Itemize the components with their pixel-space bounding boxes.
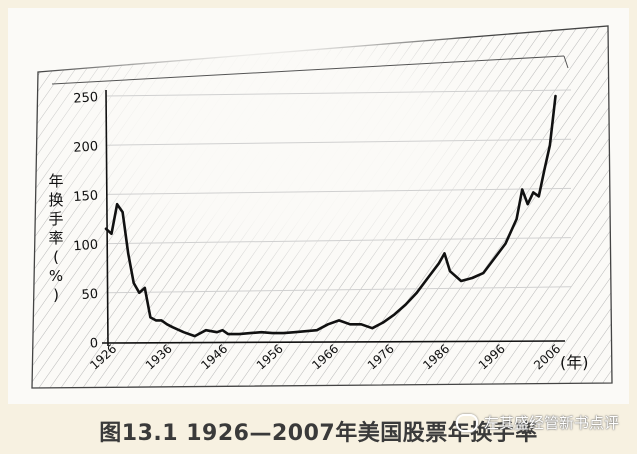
y-tick-labels: 0 50 100 150 200 250 bbox=[73, 90, 99, 352]
y-tick-250: 250 bbox=[73, 90, 99, 107]
chat-bubble-icon bbox=[455, 413, 478, 432]
x-axis-line bbox=[101, 340, 566, 344]
y-label-char-0: 年 bbox=[48, 172, 63, 190]
y-label-char-5: % bbox=[49, 267, 63, 285]
y-tick-0: 0 bbox=[89, 336, 98, 352]
watermark: 左其盛经管新书点评 bbox=[455, 412, 619, 433]
turnover-series-line bbox=[104, 94, 557, 338]
axes bbox=[101, 89, 566, 347]
y-axis-label: 年换手率(%) bbox=[48, 172, 63, 304]
y-label-char-1: 换 bbox=[48, 191, 63, 209]
y-label-char-4: ( bbox=[53, 248, 59, 266]
watermark-text: 左其盛经管新书点评 bbox=[483, 414, 619, 432]
frame-corner bbox=[563, 55, 569, 69]
y-tick-150: 150 bbox=[73, 188, 99, 205]
gridline-y-200 bbox=[105, 138, 572, 146]
y-axis-line bbox=[105, 89, 109, 347]
y-label-char-3: 率 bbox=[48, 229, 63, 247]
gridline-y-50 bbox=[105, 286, 572, 294]
figure-caption: 图13.1 1926—2007年美国股票年换手率 bbox=[99, 421, 538, 446]
gridlines bbox=[105, 89, 572, 294]
y-tick-100: 100 bbox=[73, 238, 99, 255]
frame-inner-top bbox=[51, 55, 565, 85]
gridline-y-250 bbox=[105, 89, 572, 97]
gridline-y-150 bbox=[105, 187, 572, 195]
y-tick-200: 200 bbox=[73, 139, 99, 156]
y-label-char-2: 手 bbox=[48, 210, 63, 228]
y-tick-50: 50 bbox=[81, 287, 99, 303]
y-label-char-6: ) bbox=[53, 286, 59, 304]
gridline-y-100 bbox=[105, 237, 572, 245]
chart-paper: 0 50 100 150 200 250 1926 1936 1946 1956 1966 1976… bbox=[8, 8, 629, 404]
x-axis-label: (年) bbox=[560, 353, 589, 372]
highlight-fade bbox=[38, 38, 618, 368]
